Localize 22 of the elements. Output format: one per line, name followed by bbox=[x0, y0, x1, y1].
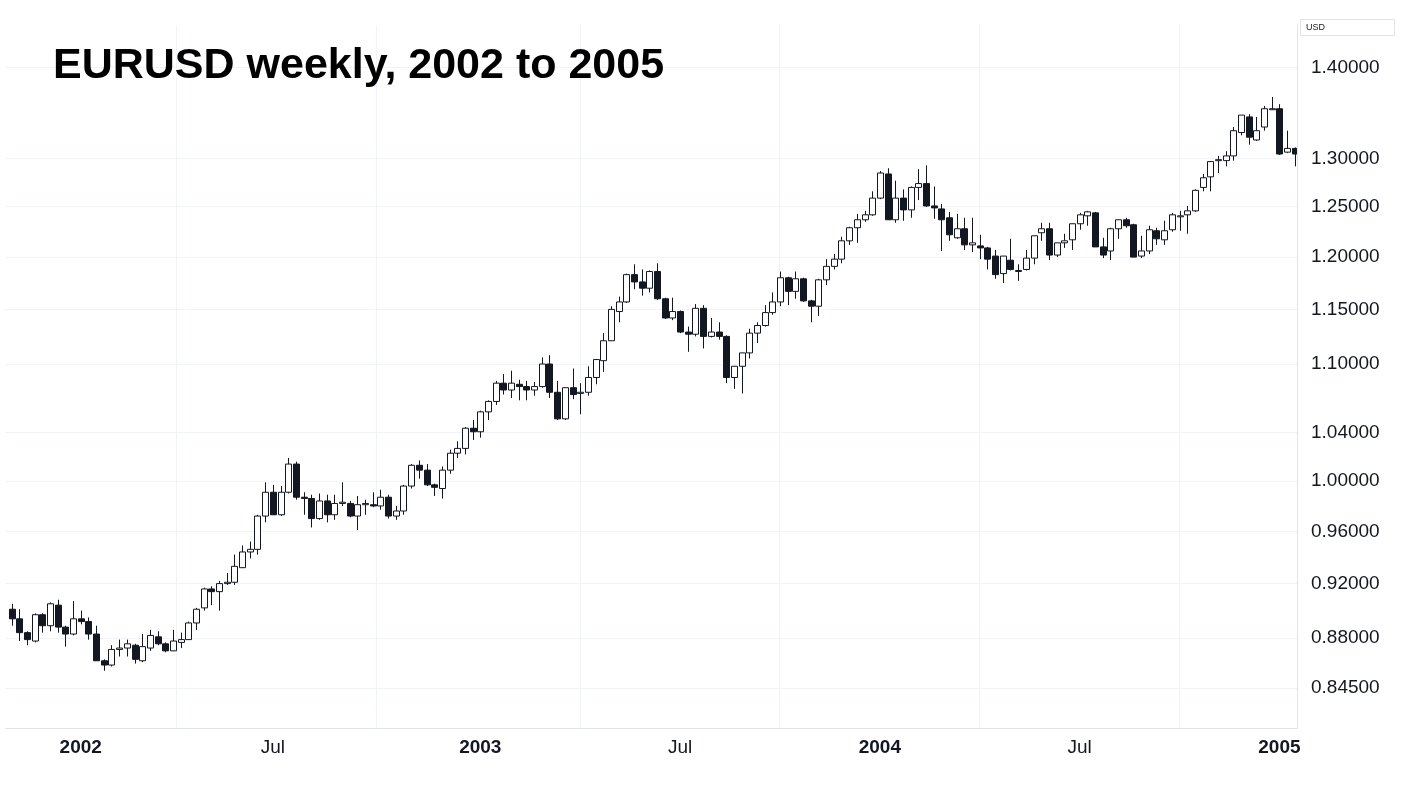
x-tick-label: Jul bbox=[260, 735, 285, 757]
x-tick-label: Jul bbox=[1067, 735, 1092, 757]
y-tick-label: 0.92000 bbox=[1311, 571, 1380, 593]
x-tick-label: 2003 bbox=[459, 735, 502, 757]
y-tick-label: 1.25000 bbox=[1311, 195, 1380, 217]
y-tick-label: 1.40000 bbox=[1311, 55, 1380, 77]
y-tick-label: 1.10000 bbox=[1311, 352, 1380, 374]
x-tick-label: 2005 bbox=[1258, 735, 1301, 757]
x-tick-label: 2004 bbox=[858, 735, 902, 757]
chart-title: EURUSD weekly, 2002 to 2005 bbox=[53, 39, 665, 87]
y-tick-label: 1.30000 bbox=[1311, 146, 1380, 168]
y-tick-label: 1.04000 bbox=[1311, 421, 1380, 443]
y-tick-label: 1.15000 bbox=[1311, 297, 1380, 319]
x-tick-label: 2002 bbox=[59, 735, 102, 757]
y-axis-title: USD bbox=[1306, 22, 1326, 33]
y-tick-label: 1.00000 bbox=[1311, 469, 1380, 491]
y-tick-label: 1.20000 bbox=[1311, 245, 1380, 267]
y-tick-label: 0.88000 bbox=[1311, 626, 1380, 648]
x-tick-label: Jul bbox=[667, 735, 693, 757]
y-tick-label: 0.84500 bbox=[1311, 676, 1380, 698]
candlestick bbox=[1207, 161, 1214, 192]
y-tick-label: 0.96000 bbox=[1311, 519, 1380, 541]
